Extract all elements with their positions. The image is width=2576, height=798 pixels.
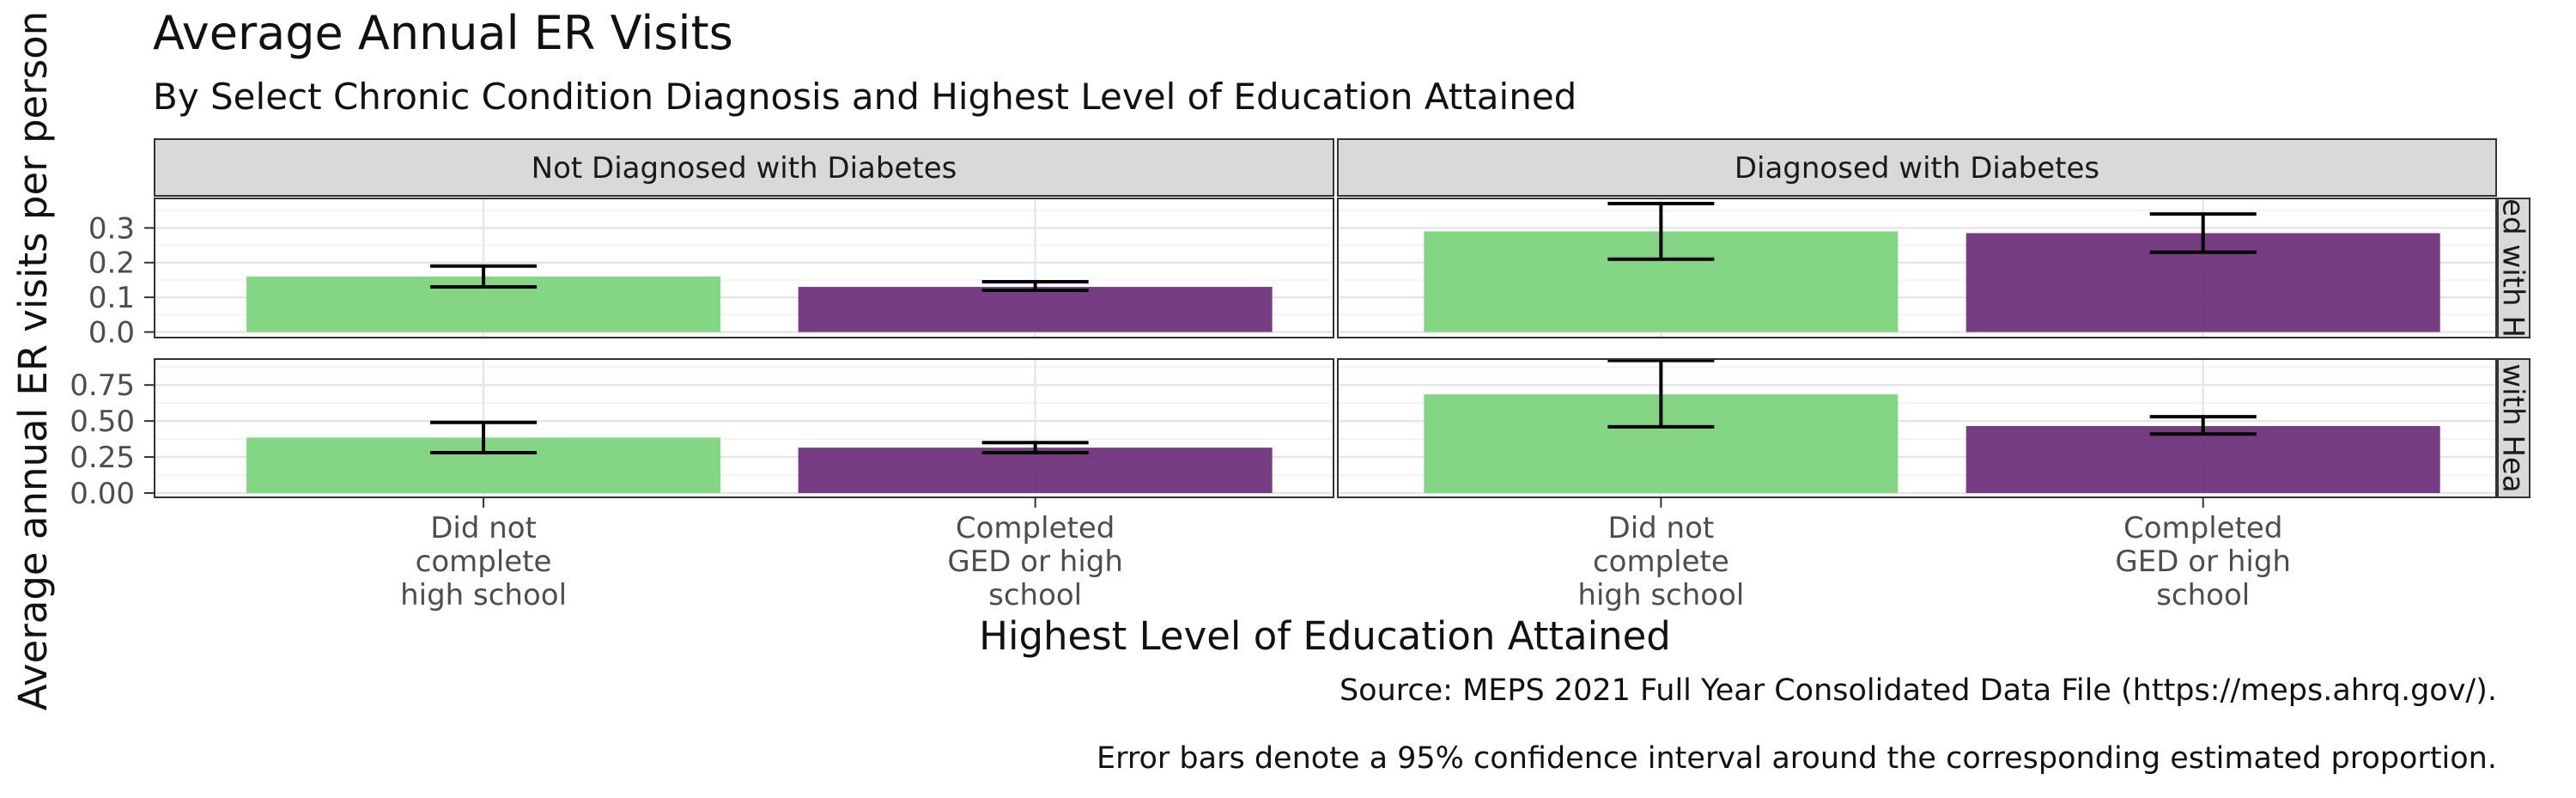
facet-strip-diagnosed-with-diabetes: [1337, 138, 2497, 197]
x-tick-label: Did not: [430, 511, 537, 545]
caption-source: Source: MEPS 2021 Full Year Consolidated…: [1340, 673, 2497, 708]
x-tick-label: high school: [1577, 578, 1744, 612]
panel-border: [1337, 358, 2497, 498]
x-tick-label: school: [988, 578, 1082, 612]
y-tick-label: 0.2: [88, 247, 135, 281]
row-facet-label-bottom: with Hea: [2496, 363, 2530, 492]
x-tick-label: Did not: [1608, 511, 1715, 545]
y-tick-label: 0.25: [70, 441, 135, 475]
y-tick-label: 0.3: [88, 211, 135, 246]
facet-strip-label: Diagnosed with Diabetes: [1735, 151, 2099, 186]
x-tick-label: complete: [416, 545, 552, 579]
y-tick-label: 0.75: [70, 369, 135, 403]
panel-border: [154, 198, 1334, 338]
bar-completed-ged-or-high-school: [1965, 425, 2440, 493]
y-tick-label: 0.00: [70, 477, 135, 511]
panel-border: [154, 358, 1334, 498]
x-tick-label: GED or high: [947, 545, 1123, 579]
y-tick-label: 0.50: [70, 405, 135, 439]
facet-strip-label: Not Diagnosed with Diabetes: [532, 151, 957, 186]
row-facet-strip: [2497, 198, 2530, 338]
y-tick-label: 0.1: [88, 281, 135, 315]
x-tick-label: Completed: [2123, 511, 2282, 545]
y-axis-title: Average annual ER visits per person: [10, 11, 56, 710]
x-tick-label: Completed: [956, 511, 1115, 545]
x-tick-label: school: [2156, 578, 2250, 612]
row-facet-strip: [2497, 358, 2530, 498]
chart-title: Average Annual ER Visits: [153, 6, 733, 60]
x-axis-title: Highest Level of Education Attained: [979, 613, 1671, 659]
panels-layer: Not Diagnosed with Diabetes Diagnosed wit…: [70, 138, 2530, 612]
panel-border: [1337, 198, 2497, 338]
row-facet-label-top: ed with H: [2496, 198, 2530, 338]
chart-subtitle: By Select Chronic Condition Diagnosis an…: [153, 76, 1577, 118]
bar-completed-ged-or-high-school: [798, 448, 1273, 493]
y-tick-label: 0.0: [88, 316, 135, 350]
x-tick-label: complete: [1593, 545, 1729, 579]
x-tick-label: GED or high: [2115, 545, 2291, 579]
bar-completed-ged-or-high-school: [798, 287, 1273, 332]
facet-strip-not-diagnosed-with-diabetes: [154, 138, 1334, 197]
caption-error-bars: Error bars denote a 95% confidence inter…: [1097, 741, 2497, 776]
x-tick-label: high school: [400, 578, 567, 612]
